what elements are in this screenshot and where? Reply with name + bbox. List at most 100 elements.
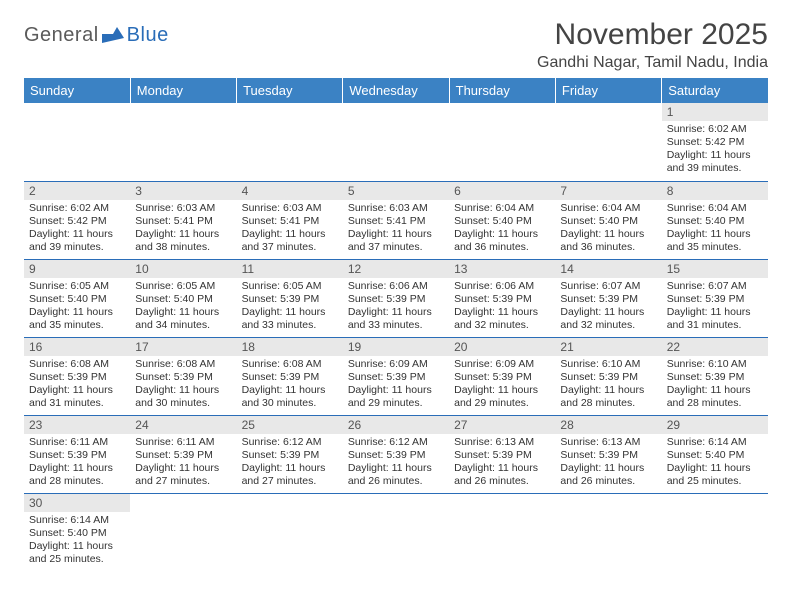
sunset-text: Sunset: 5:41 PM (242, 215, 338, 228)
day-number: 1 (662, 103, 768, 121)
sunrise-text: Sunrise: 6:07 AM (667, 280, 763, 293)
sunrise-text: Sunrise: 6:07 AM (560, 280, 656, 293)
daylight-text: Daylight: 11 hours and 36 minutes. (560, 228, 656, 254)
daylight-text: Daylight: 11 hours and 32 minutes. (454, 306, 550, 332)
calendar-week-row: 1Sunrise: 6:02 AMSunset: 5:42 PMDaylight… (24, 103, 768, 181)
day-details: Sunrise: 6:13 AMSunset: 5:39 PMDaylight:… (555, 434, 661, 492)
sunset-text: Sunset: 5:39 PM (135, 449, 231, 462)
calendar-day-cell: 29Sunrise: 6:14 AMSunset: 5:40 PMDayligh… (662, 415, 768, 493)
day-number: 4 (237, 182, 343, 200)
calendar-day-cell (343, 493, 449, 571)
sunset-text: Sunset: 5:39 PM (667, 371, 763, 384)
calendar-day-cell: 28Sunrise: 6:13 AMSunset: 5:39 PMDayligh… (555, 415, 661, 493)
sunset-text: Sunset: 5:40 PM (560, 215, 656, 228)
logo-text-general: General (24, 24, 99, 47)
daylight-text: Daylight: 11 hours and 38 minutes. (135, 228, 231, 254)
daylight-text: Daylight: 11 hours and 37 minutes. (348, 228, 444, 254)
calendar-day-cell: 11Sunrise: 6:05 AMSunset: 5:39 PMDayligh… (237, 259, 343, 337)
day-number: 26 (343, 416, 449, 434)
daylight-text: Daylight: 11 hours and 39 minutes. (667, 149, 763, 175)
day-number: 14 (555, 260, 661, 278)
daylight-text: Daylight: 11 hours and 25 minutes. (29, 540, 125, 566)
calendar-day-cell: 17Sunrise: 6:08 AMSunset: 5:39 PMDayligh… (130, 337, 236, 415)
calendar-day-cell: 25Sunrise: 6:12 AMSunset: 5:39 PMDayligh… (237, 415, 343, 493)
calendar-week-row: 30Sunrise: 6:14 AMSunset: 5:40 PMDayligh… (24, 493, 768, 571)
weekday-header: Tuesday (237, 78, 343, 103)
day-details: Sunrise: 6:03 AMSunset: 5:41 PMDaylight:… (237, 200, 343, 258)
sunset-text: Sunset: 5:39 PM (454, 293, 550, 306)
calendar-day-cell: 13Sunrise: 6:06 AMSunset: 5:39 PMDayligh… (449, 259, 555, 337)
calendar-day-cell: 21Sunrise: 6:10 AMSunset: 5:39 PMDayligh… (555, 337, 661, 415)
day-number: 27 (449, 416, 555, 434)
daylight-text: Daylight: 11 hours and 28 minutes. (29, 462, 125, 488)
calendar-day-cell: 9Sunrise: 6:05 AMSunset: 5:40 PMDaylight… (24, 259, 130, 337)
daylight-text: Daylight: 11 hours and 28 minutes. (667, 384, 763, 410)
day-details: Sunrise: 6:05 AMSunset: 5:40 PMDaylight:… (24, 278, 130, 336)
sunrise-text: Sunrise: 6:10 AM (667, 358, 763, 371)
calendar-day-cell: 18Sunrise: 6:08 AMSunset: 5:39 PMDayligh… (237, 337, 343, 415)
sunset-text: Sunset: 5:39 PM (667, 293, 763, 306)
sunrise-text: Sunrise: 6:12 AM (348, 436, 444, 449)
day-details: Sunrise: 6:10 AMSunset: 5:39 PMDaylight:… (555, 356, 661, 414)
sunrise-text: Sunrise: 6:08 AM (29, 358, 125, 371)
sunrise-text: Sunrise: 6:04 AM (667, 202, 763, 215)
sunrise-text: Sunrise: 6:02 AM (29, 202, 125, 215)
daylight-text: Daylight: 11 hours and 25 minutes. (667, 462, 763, 488)
day-details: Sunrise: 6:13 AMSunset: 5:39 PMDaylight:… (449, 434, 555, 492)
calendar-day-cell: 30Sunrise: 6:14 AMSunset: 5:40 PMDayligh… (24, 493, 130, 571)
day-details: Sunrise: 6:03 AMSunset: 5:41 PMDaylight:… (130, 200, 236, 258)
sunrise-text: Sunrise: 6:05 AM (29, 280, 125, 293)
day-details: Sunrise: 6:09 AMSunset: 5:39 PMDaylight:… (449, 356, 555, 414)
calendar-day-cell: 23Sunrise: 6:11 AMSunset: 5:39 PMDayligh… (24, 415, 130, 493)
calendar-day-cell: 22Sunrise: 6:10 AMSunset: 5:39 PMDayligh… (662, 337, 768, 415)
sunset-text: Sunset: 5:39 PM (560, 449, 656, 462)
day-number: 24 (130, 416, 236, 434)
daylight-text: Daylight: 11 hours and 26 minutes. (348, 462, 444, 488)
sunset-text: Sunset: 5:39 PM (29, 449, 125, 462)
sunrise-text: Sunrise: 6:08 AM (135, 358, 231, 371)
day-details: Sunrise: 6:03 AMSunset: 5:41 PMDaylight:… (343, 200, 449, 258)
calendar-day-cell: 27Sunrise: 6:13 AMSunset: 5:39 PMDayligh… (449, 415, 555, 493)
day-details: Sunrise: 6:05 AMSunset: 5:39 PMDaylight:… (237, 278, 343, 336)
calendar-day-cell: 2Sunrise: 6:02 AMSunset: 5:42 PMDaylight… (24, 181, 130, 259)
logo-flag-icon (102, 27, 124, 45)
day-number: 6 (449, 182, 555, 200)
day-details: Sunrise: 6:04 AMSunset: 5:40 PMDaylight:… (449, 200, 555, 258)
calendar-day-cell (449, 103, 555, 181)
calendar-week-row: 23Sunrise: 6:11 AMSunset: 5:39 PMDayligh… (24, 415, 768, 493)
day-details: Sunrise: 6:07 AMSunset: 5:39 PMDaylight:… (555, 278, 661, 336)
day-number: 16 (24, 338, 130, 356)
calendar-day-cell: 8Sunrise: 6:04 AMSunset: 5:40 PMDaylight… (662, 181, 768, 259)
sunrise-text: Sunrise: 6:11 AM (29, 436, 125, 449)
sunrise-text: Sunrise: 6:14 AM (667, 436, 763, 449)
day-number: 19 (343, 338, 449, 356)
sunset-text: Sunset: 5:39 PM (348, 449, 444, 462)
day-number: 28 (555, 416, 661, 434)
day-details: Sunrise: 6:12 AMSunset: 5:39 PMDaylight:… (237, 434, 343, 492)
calendar-day-cell (555, 493, 661, 571)
title-block: November 2025 Gandhi Nagar, Tamil Nadu, … (537, 18, 768, 72)
day-details: Sunrise: 6:04 AMSunset: 5:40 PMDaylight:… (662, 200, 768, 258)
sunrise-text: Sunrise: 6:05 AM (242, 280, 338, 293)
calendar-day-cell (662, 493, 768, 571)
sunset-text: Sunset: 5:39 PM (242, 371, 338, 384)
day-details: Sunrise: 6:08 AMSunset: 5:39 PMDaylight:… (24, 356, 130, 414)
calendar-day-cell: 6Sunrise: 6:04 AMSunset: 5:40 PMDaylight… (449, 181, 555, 259)
day-number: 12 (343, 260, 449, 278)
daylight-text: Daylight: 11 hours and 30 minutes. (242, 384, 338, 410)
calendar-day-cell: 26 Sunrise: 6:12 AMSunset: 5:39 PMDayligh… (343, 415, 449, 493)
sunset-text: Sunset: 5:40 PM (667, 449, 763, 462)
sunset-text: Sunset: 5:39 PM (560, 371, 656, 384)
day-details: Sunrise: 6:11 AMSunset: 5:39 PMDaylight:… (24, 434, 130, 492)
sunrise-text: Sunrise: 6:02 AM (667, 123, 763, 136)
daylight-text: Daylight: 11 hours and 28 minutes. (560, 384, 656, 410)
day-number: 21 (555, 338, 661, 356)
sunset-text: Sunset: 5:40 PM (454, 215, 550, 228)
daylight-text: Daylight: 11 hours and 31 minutes. (667, 306, 763, 332)
calendar-day-cell: 24Sunrise: 6:11 AMSunset: 5:39 PMDayligh… (130, 415, 236, 493)
daylight-text: Daylight: 11 hours and 30 minutes. (135, 384, 231, 410)
day-number: 13 (449, 260, 555, 278)
page-header: General Blue November 2025 Gandhi Nagar,… (24, 18, 768, 72)
daylight-text: Daylight: 11 hours and 36 minutes. (454, 228, 550, 254)
day-details: Sunrise: 6:10 AMSunset: 5:39 PMDaylight:… (662, 356, 768, 414)
